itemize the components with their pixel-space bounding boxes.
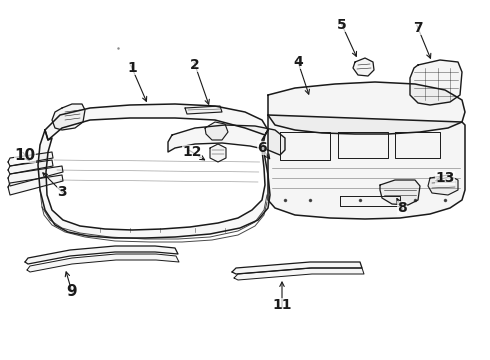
- Text: 1: 1: [127, 61, 137, 75]
- Text: 3: 3: [57, 185, 67, 199]
- Polygon shape: [380, 180, 420, 205]
- Polygon shape: [38, 130, 270, 238]
- Polygon shape: [8, 166, 63, 186]
- Text: 11: 11: [272, 298, 292, 312]
- Polygon shape: [25, 246, 178, 264]
- Polygon shape: [268, 82, 465, 134]
- Text: 4: 4: [293, 55, 303, 69]
- Polygon shape: [232, 262, 362, 274]
- Polygon shape: [205, 122, 228, 140]
- Text: 8: 8: [397, 201, 407, 215]
- Polygon shape: [8, 152, 53, 166]
- Text: 5: 5: [337, 18, 347, 32]
- Text: 7: 7: [413, 21, 423, 35]
- Polygon shape: [185, 106, 222, 114]
- Polygon shape: [8, 160, 53, 174]
- Polygon shape: [8, 175, 63, 195]
- Text: 12: 12: [182, 145, 202, 159]
- Polygon shape: [428, 175, 458, 195]
- Polygon shape: [52, 104, 85, 130]
- Polygon shape: [410, 60, 462, 105]
- Text: 2: 2: [190, 58, 200, 72]
- Polygon shape: [234, 268, 364, 280]
- Polygon shape: [27, 254, 179, 272]
- Polygon shape: [268, 115, 465, 219]
- Polygon shape: [353, 58, 374, 76]
- Polygon shape: [168, 125, 285, 155]
- Text: 13: 13: [435, 171, 455, 185]
- Polygon shape: [210, 144, 226, 162]
- Text: 10: 10: [14, 148, 36, 162]
- Polygon shape: [45, 104, 268, 140]
- Text: 6: 6: [257, 141, 267, 155]
- Text: 9: 9: [67, 284, 77, 300]
